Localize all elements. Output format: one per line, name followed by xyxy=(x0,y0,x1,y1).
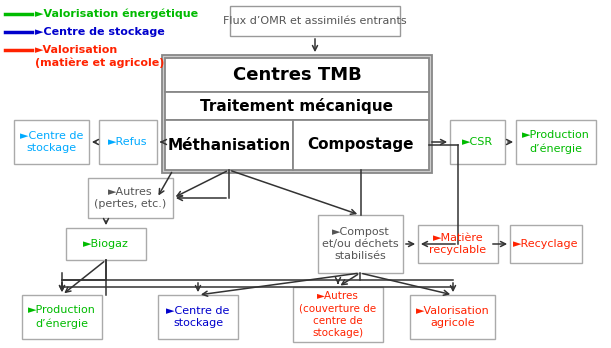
Text: ►Recyclage: ►Recyclage xyxy=(513,239,579,249)
Text: (matière et agricole): (matière et agricole) xyxy=(35,58,164,68)
Text: Flux d’OMR et assimilés entrants: Flux d’OMR et assimilés entrants xyxy=(223,16,407,26)
FancyBboxPatch shape xyxy=(230,6,400,36)
Text: Compostage: Compostage xyxy=(308,137,414,152)
Text: ►Valorisation énergétique: ►Valorisation énergétique xyxy=(35,9,198,19)
Text: ►Production
d’énergie: ►Production d’énergie xyxy=(522,130,590,153)
FancyBboxPatch shape xyxy=(165,120,293,170)
Text: ►Centre de
stockage: ►Centre de stockage xyxy=(20,131,83,153)
FancyBboxPatch shape xyxy=(99,120,157,164)
FancyBboxPatch shape xyxy=(516,120,596,164)
FancyBboxPatch shape xyxy=(66,228,146,260)
FancyBboxPatch shape xyxy=(162,55,432,173)
FancyBboxPatch shape xyxy=(14,120,89,164)
Text: ►Centre de
stockage: ►Centre de stockage xyxy=(166,306,230,328)
Text: ►Production
d’énergie: ►Production d’énergie xyxy=(28,306,96,329)
Text: ►Compost
et/ou déchets
stabilisés: ►Compost et/ou déchets stabilisés xyxy=(322,227,399,261)
Text: Méthanisation: Méthanisation xyxy=(167,137,291,152)
Text: ►Refus: ►Refus xyxy=(108,137,148,147)
FancyBboxPatch shape xyxy=(165,58,429,92)
FancyBboxPatch shape xyxy=(450,120,505,164)
FancyBboxPatch shape xyxy=(88,178,173,218)
FancyBboxPatch shape xyxy=(510,225,582,263)
Text: ►Centre de stockage: ►Centre de stockage xyxy=(35,27,165,37)
FancyBboxPatch shape xyxy=(418,225,498,263)
Text: ►CSR: ►CSR xyxy=(462,137,493,147)
Text: ►Autres
(pertes, etc.): ►Autres (pertes, etc.) xyxy=(94,187,167,209)
Text: ►Matière
recyclable: ►Matière recyclable xyxy=(430,233,486,255)
Text: Traitement mécanique: Traitement mécanique xyxy=(200,98,393,114)
FancyBboxPatch shape xyxy=(293,120,429,170)
FancyBboxPatch shape xyxy=(293,287,383,342)
Text: ►Autres
(couverture de
centre de
stockage): ►Autres (couverture de centre de stockag… xyxy=(299,291,376,338)
FancyBboxPatch shape xyxy=(158,295,238,339)
Text: ►Valorisation
agricole: ►Valorisation agricole xyxy=(415,306,489,328)
FancyBboxPatch shape xyxy=(165,92,429,120)
FancyBboxPatch shape xyxy=(22,295,102,339)
Text: ►Biogaz: ►Biogaz xyxy=(83,239,129,249)
Text: Centres TMB: Centres TMB xyxy=(233,66,361,84)
FancyBboxPatch shape xyxy=(318,215,403,273)
FancyBboxPatch shape xyxy=(410,295,495,339)
Text: ►Valorisation: ►Valorisation xyxy=(35,45,119,55)
